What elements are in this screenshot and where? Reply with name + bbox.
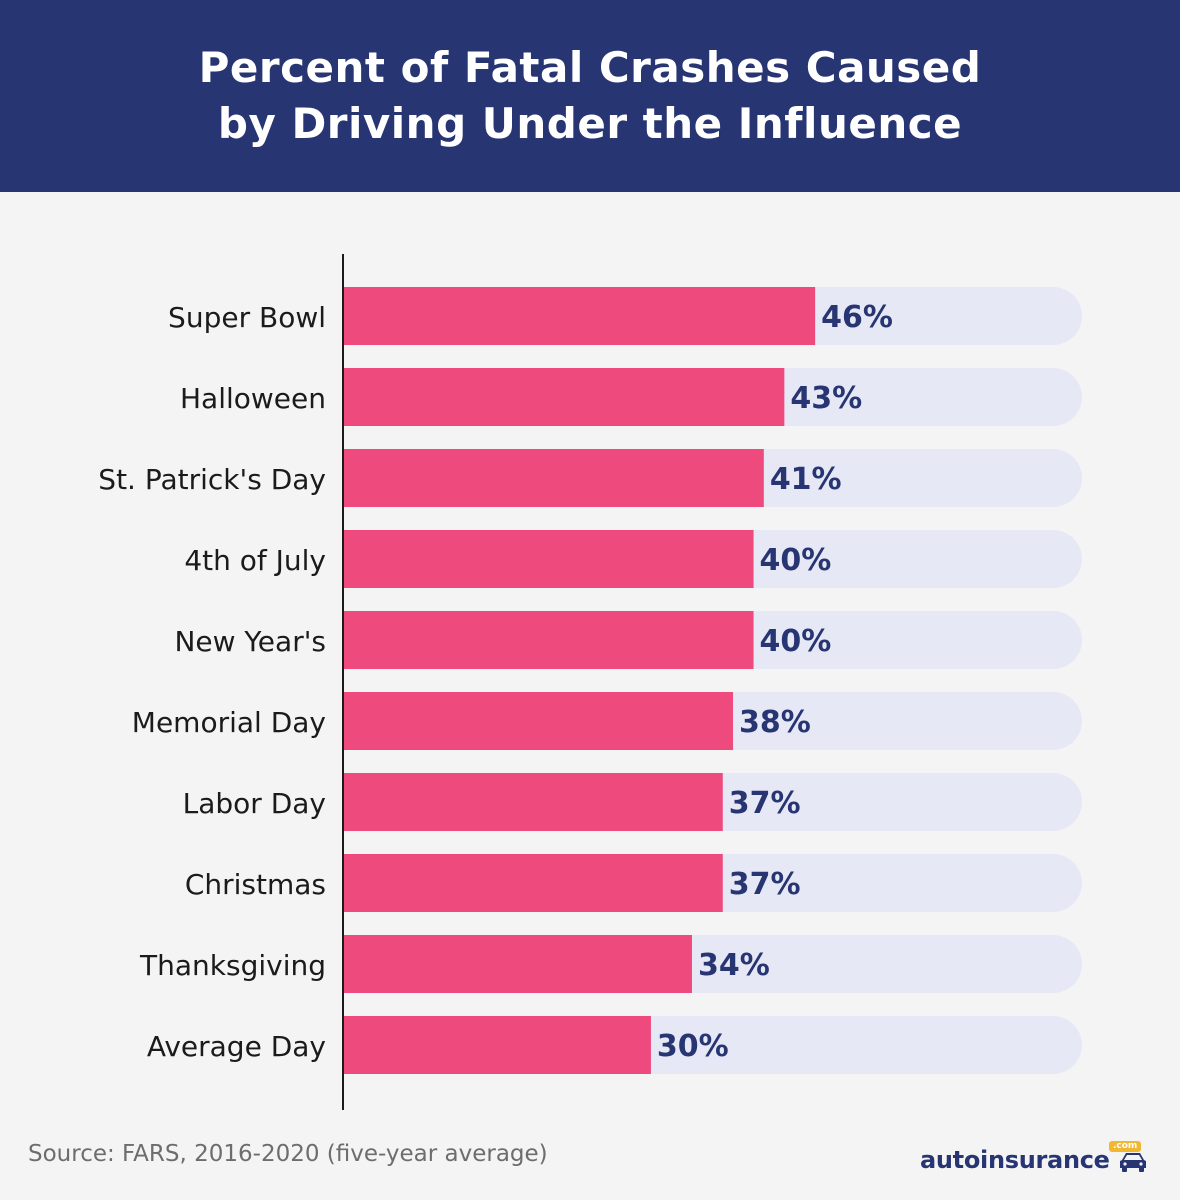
title-line-1: Percent of Fatal Crashes Caused bbox=[198, 43, 982, 92]
bar-4th-of-july bbox=[343, 530, 754, 588]
chart-title: Percent of Fatal Crashes Caused by Drivi… bbox=[199, 40, 982, 152]
bar-halloween bbox=[343, 368, 785, 426]
bar-new-year-s bbox=[343, 611, 754, 669]
title-line-2: by Driving Under the Influence bbox=[217, 99, 963, 148]
category-label: Super Bowl bbox=[168, 301, 326, 334]
value-label: 43% bbox=[790, 381, 862, 416]
logo-com-badge: .com bbox=[1109, 1141, 1142, 1152]
category-label: Average Day bbox=[147, 1030, 326, 1063]
bar-christmas bbox=[343, 854, 723, 912]
bar-memorial-day bbox=[343, 692, 734, 750]
bar-average-day bbox=[343, 1016, 651, 1074]
value-label: 34% bbox=[698, 948, 770, 983]
bar-st-patrick-s-day bbox=[343, 449, 764, 507]
car-icon bbox=[1120, 1153, 1146, 1172]
source-note: Source: FARS, 2016-2020 (five-year avera… bbox=[28, 1141, 548, 1167]
bar-thanksgiving bbox=[343, 935, 692, 993]
category-label: St. Patrick's Day bbox=[98, 463, 326, 496]
brand-logo[interactable]: autoinsurance .com bbox=[920, 1140, 1160, 1180]
category-label: Christmas bbox=[185, 868, 326, 901]
logo-text: autoinsurance bbox=[920, 1146, 1110, 1174]
value-label: 38% bbox=[739, 705, 811, 740]
category-label: New Year's bbox=[174, 625, 326, 658]
value-label: 41% bbox=[770, 462, 842, 497]
header-banner: Percent of Fatal Crashes Caused by Drivi… bbox=[0, 0, 1180, 192]
value-label: 46% bbox=[821, 300, 893, 335]
value-label: 37% bbox=[729, 867, 801, 902]
category-label: Memorial Day bbox=[132, 706, 326, 739]
category-label: Thanksgiving bbox=[139, 949, 326, 982]
value-label: 37% bbox=[729, 786, 801, 821]
category-label: Halloween bbox=[180, 382, 326, 415]
value-label: 30% bbox=[657, 1029, 729, 1064]
value-label: 40% bbox=[760, 624, 832, 659]
bar-labor-day bbox=[343, 773, 723, 831]
value-label: 40% bbox=[760, 543, 832, 578]
bar-super-bowl bbox=[343, 287, 816, 345]
category-label: Labor Day bbox=[183, 787, 326, 820]
category-label: 4th of July bbox=[184, 544, 326, 577]
